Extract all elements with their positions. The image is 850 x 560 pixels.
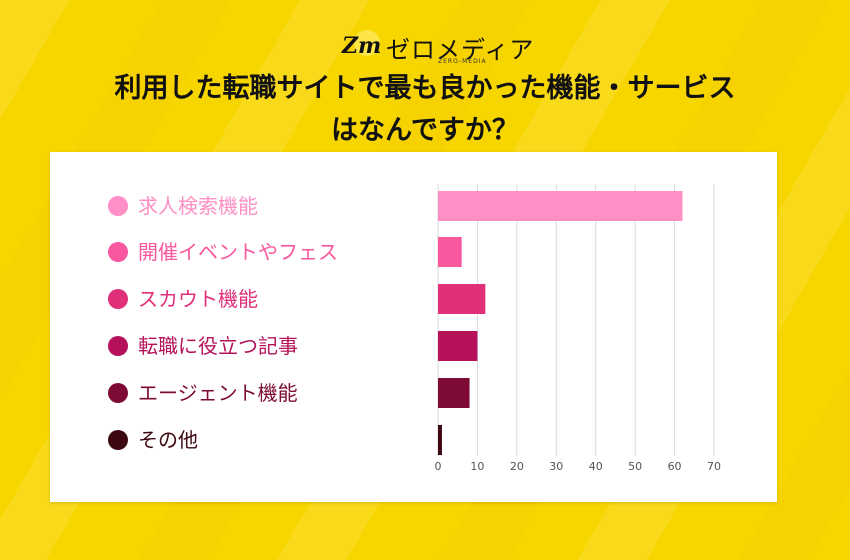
legend-dot-icon — [108, 289, 128, 309]
x-tick-label: 50 — [628, 460, 642, 473]
legend-dot-icon — [108, 430, 128, 450]
legend-item: 転職に役立つ記事 — [108, 331, 298, 361]
legend-label: エージェント機能 — [138, 381, 298, 405]
logo-circle-icon — [354, 30, 380, 56]
bar — [438, 331, 478, 361]
legend-label: 転職に役立つ記事 — [138, 334, 298, 358]
bar — [438, 191, 683, 221]
legend-item: その他 — [108, 425, 198, 455]
x-tick-label: 40 — [589, 460, 603, 473]
x-tick-label: 60 — [668, 460, 682, 473]
legend-item: エージェント機能 — [108, 378, 298, 408]
legend-label: 開催イベントやフェス — [138, 240, 338, 264]
legend-label: スカウト機能 — [138, 287, 258, 311]
legend-dot-icon — [108, 242, 128, 262]
x-tick-label: 30 — [549, 460, 563, 473]
logo-mark: Zm — [342, 33, 382, 59]
x-tick-label: 20 — [510, 460, 524, 473]
legend-label: その他 — [138, 428, 198, 452]
bar — [438, 425, 442, 455]
bar — [438, 378, 470, 408]
chart-title-line2: はなんですか？ — [331, 115, 519, 146]
legend-dot-icon — [108, 383, 128, 403]
legend-dot-icon — [108, 336, 128, 356]
legend-label: 求人検索機能 — [138, 194, 258, 218]
brand-name: ゼロメディア — [386, 36, 535, 64]
bar-chart: 0 10 20 30 40 50 60 70 — [435, 184, 721, 473]
legend-item: 開催イベントやフェス — [108, 237, 338, 267]
brand-logo: Zm ゼロメディア ZERO-MEDIA — [336, 24, 536, 72]
legend-item: 求人検索機能 — [108, 191, 258, 221]
x-tick-label: 70 — [707, 460, 721, 473]
bar — [438, 284, 486, 314]
legend-dot-icon — [108, 196, 128, 216]
chart-title-line1: 利用した転職サイトで最も良かった機能・サービス — [114, 73, 736, 104]
chart-card: 求人検索機能開催イベントやフェス スカウト機能転職に役立つ記事 エージェント機能 その… — [50, 152, 777, 502]
x-tick-label: 0 — [435, 460, 442, 473]
x-tick-label: 10 — [470, 460, 484, 473]
brand-subtitle: ZERO-MEDIA — [438, 58, 487, 65]
legend-item: スカウト機能 — [108, 284, 258, 314]
bar — [438, 237, 462, 267]
